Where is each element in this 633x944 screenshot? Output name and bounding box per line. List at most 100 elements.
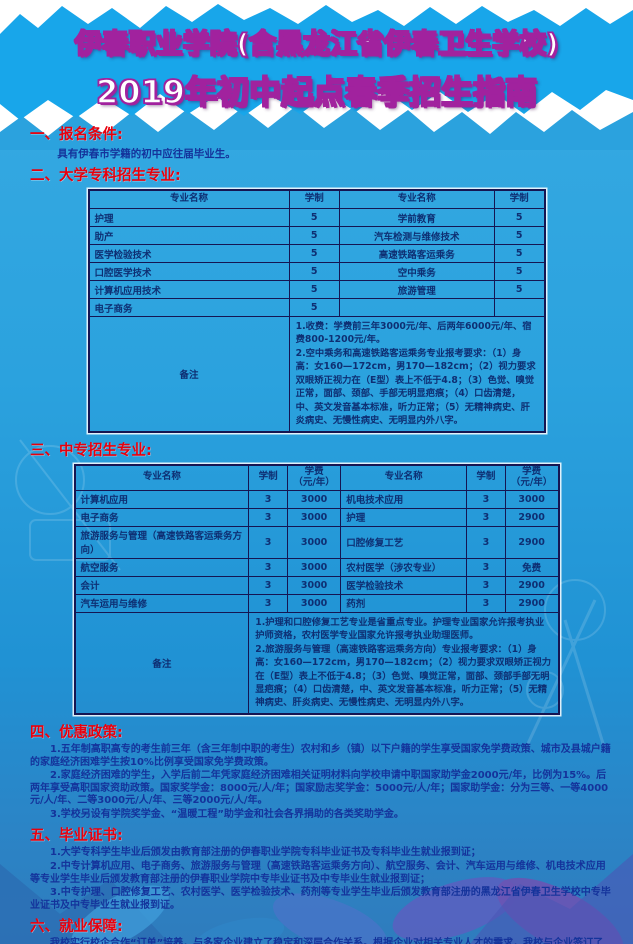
table-cell: 5: [288, 244, 340, 263]
section-secondary-majors: 三、中专招生专业:: [30, 439, 611, 460]
table-cell: 3: [248, 489, 288, 509]
table-row: 电子商务 3 3000 护理 3 2900: [73, 507, 560, 527]
section-6-body: 我校实行校企合作“订单”培养，与多家企业建立了稳定和深层合作关系。根据企业对相关…: [30, 938, 611, 944]
table-cell: 3000: [286, 525, 342, 559]
paragraph: 2.中专计算机应用、电子商务、旅游服务与管理（高速铁路客运乘务方向）、航空服务、…: [30, 861, 606, 885]
banner-white-bottom-jag: [0, 106, 633, 150]
table-cell: 2900: [504, 507, 560, 527]
table-cell: 高速铁路客运乘务: [338, 244, 495, 263]
table-cell: 3: [466, 525, 506, 559]
remark-content: 1.护理和口腔修复工艺专业是省重点专业。护理专业国家允许报考执业护师资格，农村医…: [248, 611, 559, 715]
table-cell: 2900: [504, 575, 560, 595]
section-diplomas: 五、毕业证书: 1.大学专科学生毕业后颁发由教育部注册的伊春职业学院专科毕业证书…: [30, 824, 611, 912]
remark-line: 1.收费：学费前三年3000元/年、后两年6000元/年、宿费800-1200元…: [295, 321, 532, 346]
table-cell: 航空服务: [73, 557, 250, 577]
table-cell: 3: [466, 557, 506, 577]
table-cell: 电子商务: [88, 298, 290, 317]
table-cell: 计算机应用技术: [88, 280, 290, 299]
table-row: 电子商务 5: [88, 298, 546, 317]
remark-label: 备注: [88, 315, 290, 433]
title-line-1: 伊春职业学院(含黑龙江省伊春卫生学校): [74, 28, 559, 61]
table-cell: 学前教育: [338, 208, 495, 227]
table-cell: 旅游服务与管理（高速铁路客运乘务方向）: [73, 525, 250, 559]
table-cell: 5: [288, 208, 340, 227]
table-cell: 计算机应用: [73, 489, 250, 509]
remark-line: 2.旅游服务与管理（高速铁路客运乘务方向）专业报考要求：（1）身高：女160—1…: [255, 643, 552, 709]
paragraph: 我校实行校企合作“订单”培养，与多家企业建立了稳定和深层合作关系。根据企业对相关…: [50, 938, 604, 944]
header-row: 专业名称 学制 学费 （元/年） 专业名称 学制 学费 （元/年）: [73, 464, 560, 491]
table-cell: 3: [466, 507, 506, 527]
poster-content: 一、报名条件: 具有伊春市学籍的初中应往届毕业生。 二、大学专科招生专业: 专业…: [0, 120, 633, 944]
table-cell: 3: [466, 489, 506, 509]
table-cell: 3000: [286, 557, 342, 577]
table-cell: 3: [248, 593, 288, 613]
table-cell: 5: [288, 226, 340, 245]
remark-row: 备注 1.收费：学费前三年3000元/年、后两年6000元/年、宿费800-120…: [88, 315, 546, 433]
remark-row: 备注 1.护理和口腔修复工艺专业是省重点专业。护理专业国家允许报考执业护师资格，农…: [73, 611, 559, 715]
section-1-body: 具有伊春市学籍的初中应往届毕业生。: [57, 148, 236, 160]
remark-line: 2.空中乘务和高速铁路客运乘务专业报考要求：（1）身高：女160—172cm，男…: [295, 347, 536, 427]
table-row: 助产 5 汽车检测与维修技术 5: [88, 226, 546, 245]
table-row: 计算机应用 3 3000 机电技术应用 3 3000: [73, 489, 560, 509]
table-cell: 3: [248, 525, 288, 559]
poster-title: 伊春职业学院(含黑龙江省伊春卫生学校) 2019年初中起点春季招生指南: [0, 22, 633, 113]
column-header: 学制: [248, 464, 288, 491]
table-cell: 机电技术应用: [340, 489, 468, 509]
table-cell: [493, 298, 546, 317]
table-row: 护理 5 学前教育 5: [88, 208, 546, 227]
table-cell: 2900: [504, 525, 560, 559]
college-majors-table: 专业名称 学制 专业名称 学制 护理 5 学前教育 5 助产 5 汽车检测与维修技术 5 医学检验技术 5…: [87, 189, 546, 433]
table-cell: 3000: [504, 489, 560, 509]
section-5-body: 1.大学专科学生毕业后颁发由教育部注册的伊春职业学院专科毕业证书及专科毕业生就业…: [30, 847, 611, 912]
table-cell: 助产: [88, 226, 290, 245]
table-cell: 汽车检测与维修技术: [338, 226, 495, 245]
table-cell: 汽车运用与维修: [73, 593, 250, 613]
table-cell: 3000: [286, 489, 342, 509]
column-header: 学费 （元/年）: [286, 464, 342, 491]
table-row: 汽车运用与维修 3 3000 药剂 3 2900: [73, 593, 560, 613]
table-cell: 护理: [340, 507, 468, 527]
section-college-majors: 二、大学专科招生专业:: [30, 164, 611, 185]
paragraph: 1.五年制高职高专的考生前三年（含三年制中职的考生）农村和乡（镇）以下户籍的学生…: [30, 743, 611, 768]
table-cell: 5: [493, 208, 546, 227]
table-cell: 旅游管理: [338, 280, 495, 299]
section-preferential-policies: 四、优惠政策: 1.五年制高职高专的考生前三年（含三年制中职的考生）农村和乡（镇…: [30, 721, 611, 822]
table-row: 会计 3 3000 医学检验技术 3 2900: [73, 575, 560, 595]
remark-content: 1.收费：学费前三年3000元/年、后两年6000元/年、宿费800-1200元…: [288, 315, 546, 433]
column-header: 专业名称: [338, 189, 495, 209]
paragraph: 2.家庭经济困难的学生，入学后前二年凭家庭经济困难相关证明材料向学校申请中职国家…: [30, 770, 609, 807]
table-cell: 免费: [504, 557, 560, 577]
column-header: 学费 （元/年）: [504, 464, 560, 491]
paragraph: 1.大学专科学生毕业后颁发由教育部注册的伊春职业学院专科毕业证书及专科毕业生就业…: [50, 847, 481, 859]
table-cell: 农村医学（涉农专业）: [340, 557, 468, 577]
table-cell: 口腔医学技术: [88, 262, 290, 281]
column-header: 学制: [288, 189, 340, 209]
bottom-leaves-art: [0, 854, 633, 944]
column-header: 专业名称: [340, 464, 468, 491]
column-header: 学制: [493, 189, 546, 209]
table-row: 旅游服务与管理（高速铁路客运乘务方向） 3 3000 口腔修复工艺 3 2900: [73, 525, 560, 559]
section-6-heading: 六、就业保障:: [30, 919, 123, 936]
table-cell: 5: [493, 226, 546, 245]
table-cell: 医学检验技术: [88, 244, 290, 263]
table-cell: 空中乘务: [338, 262, 495, 281]
table-cell: 5: [288, 280, 340, 299]
table-cell: 5: [493, 280, 546, 299]
table-cell: 3: [466, 593, 506, 613]
table-cell: 5: [493, 244, 546, 263]
title-line-2: 2019年初中起点春季招生指南: [95, 72, 538, 112]
table-cell: 3: [248, 507, 288, 527]
mountain-shape: [0, 4, 633, 120]
table-cell: 会计: [73, 575, 250, 595]
table-row: 医学检验技术 5 高速铁路客运乘务 5: [88, 244, 546, 263]
section-employment-guarantee: 六、就业保障: 我校实行校企合作“订单”培养，与多家企业建立了稳定和深层合作关系…: [30, 915, 611, 944]
table-cell: 2900: [504, 593, 560, 613]
section-1-heading: 一、报名条件:: [30, 127, 123, 143]
table-cell: 3000: [286, 575, 342, 595]
column-header: 专业名称: [73, 464, 250, 491]
table-cell: [338, 298, 495, 317]
header-row: 专业名称 学制 专业名称 学制: [88, 189, 546, 209]
column-header: 专业名称: [88, 189, 290, 209]
section-2-heading: 二、大学专科招生专业:: [30, 168, 181, 184]
